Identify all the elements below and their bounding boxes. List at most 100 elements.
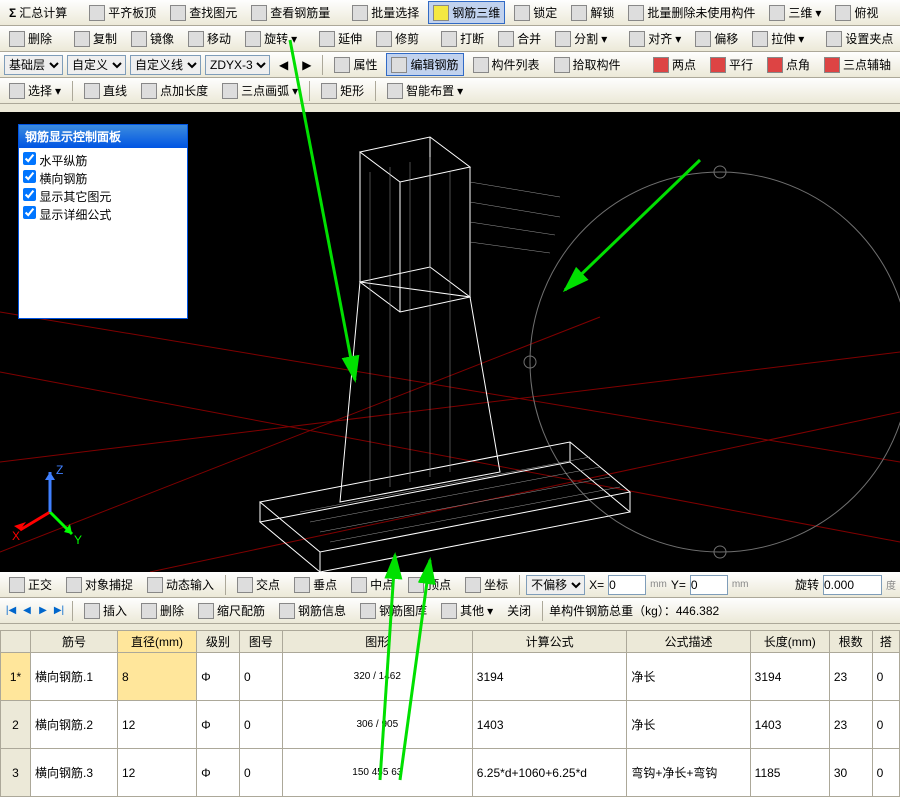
dxbz-btn[interactable]: 对象捕捉 [61,573,138,596]
next-btn[interactable]: ▶ [297,55,316,75]
sw-btn[interactable]: 三维 ▾ [764,1,826,24]
dyninput-icon [147,577,163,593]
toolbar-draw: 选择 ▾ 直线 点加长度 三点画弧 ▾ 矩形 智能布置 ▾ [0,78,900,104]
bjgj-btn[interactable]: 编辑钢筋 [386,53,463,76]
model-wireframe [260,137,630,572]
y-input[interactable] [690,575,728,595]
js-btn[interactable]: 解锁 [566,1,619,24]
offset-icon [695,31,711,47]
apex-icon [408,577,424,593]
svg-text:X: X [12,529,20,543]
zd-btn[interactable]: 中点 [346,573,399,596]
rebar-table[interactable]: 筋号 直径(mm) 级别 图号 图形 计算公式 公式描述 长度(mm) 根数 搭… [0,630,900,810]
sqgj-btn[interactable]: 拾取构件 [549,53,626,76]
bpy-select[interactable]: 不偏移 [526,575,585,595]
snap-toolbar: 正交 对象捕捉 动态输入 交点 垂点 中点 顶点 坐标 不偏移 X=mm Y=m… [0,572,900,598]
sdfz-btn[interactable]: 三点辅轴 [819,53,896,76]
extend-icon [319,31,335,47]
grip-icon [826,31,842,47]
sc2-btn[interactable]: 删除 [4,27,57,50]
hb-btn[interactable]: 合并 [493,27,546,50]
sigma-btn[interactable]: Σ 汇总计算 [4,1,72,24]
zdyx-select[interactable]: ZDYX-3 [205,55,270,75]
cr-btn[interactable]: 插入 [79,599,132,622]
custom-select[interactable]: 自定义 [67,55,126,75]
sx-btn[interactable]: 属性 [329,53,382,76]
layer-select[interactable]: 基础层 [4,55,63,75]
break-icon [441,31,457,47]
py-btn[interactable]: 偏移 [690,27,743,50]
xj-btn[interactable]: 修剪 [371,27,424,50]
rot-input[interactable] [823,575,882,595]
chk-1[interactable]: 水平纵筋 [23,152,183,170]
chk-4[interactable]: 显示详细公式 [23,206,183,224]
dj-btn[interactable]: 点角 [762,53,815,76]
yd-btn[interactable]: 移动 [183,27,236,50]
dt-btn[interactable]: 动态观 [895,1,900,24]
znbz-btn[interactable]: 智能布置 ▾ [382,79,468,102]
czty-btn[interactable]: 查找图元 [165,1,242,24]
table-row[interactable]: 2 横向钢筋.212Φ0 306 / 905 1403净长1403230 [1,701,900,749]
batch-icon [352,5,368,21]
qt-btn[interactable]: 其他 ▾ [436,599,498,622]
customline-select[interactable]: 自定义线 [130,55,201,75]
dq-btn[interactable]: 对齐 ▾ [624,27,686,50]
jx-btn[interactable]: 镜像 [126,27,179,50]
chk-2[interactable]: 横向钢筋 [23,170,183,188]
svg-text:Y: Y [74,533,82,547]
stretch-icon [752,31,768,47]
sdhh-btn[interactable]: 三点画弧 ▾ [217,79,303,102]
djcd-btn[interactable]: 点加长度 [136,79,213,102]
prev-btn[interactable]: ◀ [274,55,293,75]
zb-btn[interactable]: 坐标 [460,573,513,596]
rot-btn[interactable]: 旋转 ▾ [240,27,302,50]
trim-icon [376,31,392,47]
pqbd-btn[interactable]: 平齐板顶 [84,1,161,24]
plsc-btn[interactable]: 批量删除未使用构件 [623,1,760,24]
smart-icon [387,83,403,99]
plxz-btn[interactable]: 批量选择 [347,1,424,24]
copy-icon [74,31,90,47]
cd-btn[interactable]: 垂点 [289,573,342,596]
gb-btn[interactable]: 关闭 [502,599,536,622]
orbit-circle [530,172,900,552]
toolbar-edit: 删除 复制 镜像 移动 旋转 ▾ 延伸 修剪 打断 合并 分割 ▾ 对齐 ▾ 偏… [0,26,900,52]
nav-btns[interactable]: |◀◀▶▶| [4,604,66,618]
x-input[interactable] [608,575,646,595]
sc3-btn[interactable]: 删除 [136,599,189,622]
gjtk-btn[interactable]: 钢筋图库 [355,599,432,622]
zx-btn[interactable]: 直线 [79,79,132,102]
edit-rebar-icon [391,57,407,73]
jd-btn[interactable]: 交点 [232,573,285,596]
zj-btn[interactable]: 正交 [4,573,57,596]
dd-btn[interactable]: 打断 [436,27,489,50]
rebar-icon [251,5,267,21]
fg-btn[interactable]: 分割 ▾ [550,27,612,50]
jxbtn[interactable]: 矩形 [316,79,369,102]
table-row[interactable]: 3 横向钢筋.312Φ0 150 455 63 6.25*d+1060+6.25… [1,749,900,797]
px-btn[interactable]: 平行 [705,53,758,76]
scpj-btn[interactable]: 缩尺配筋 [193,599,270,622]
table-row[interactable]: 1* 横向钢筋.18Φ0 320 / 1462 3194净长3194230 [1,653,900,701]
fz-btn[interactable]: 复制 [69,27,122,50]
ls-btn[interactable]: 拉伸 ▾ [747,27,809,50]
rebar-display-panel[interactable]: 钢筋显示控制面板 水平纵筋 横向钢筋 显示其它图元 显示详细公式 [18,124,188,319]
dtsr-btn[interactable]: 动态输入 [142,573,219,596]
ckgjl-btn[interactable]: 查看钢筋量 [246,1,335,24]
ld-btn[interactable]: 两点 [648,53,701,76]
gjxx-btn[interactable]: 钢筋信息 [274,599,351,622]
xz-btn[interactable]: 选择 ▾ [4,79,66,102]
fs-btn[interactable]: 俯视 [830,1,883,24]
insert-icon [84,603,100,619]
chk-3[interactable]: 显示其它图元 [23,188,183,206]
parallel-icon [710,57,726,73]
gjsw-btn[interactable]: 钢筋三维 [428,1,505,24]
sd-btn[interactable]: 锁定 [509,1,562,24]
gjlb-btn[interactable]: 构件列表 [468,53,545,76]
move-icon [188,31,204,47]
ys-btn[interactable]: 延伸 [314,27,367,50]
dd2-btn[interactable]: 顶点 [403,573,456,596]
szjd-btn[interactable]: 设置夹点 [821,27,898,50]
info-icon [279,603,295,619]
top-icon [835,5,851,21]
